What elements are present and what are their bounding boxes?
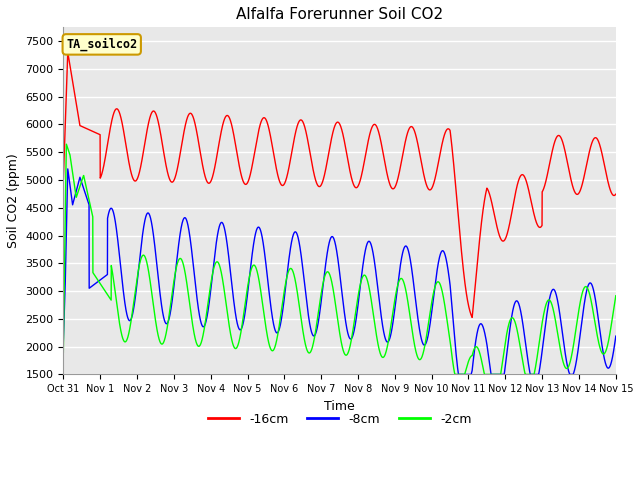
- -2cm: [322, 270, 330, 276]
- -8cm: [296, 245, 304, 251]
- -2cm: [60, 349, 67, 355]
- -16cm: [322, 165, 330, 171]
- -16cm: [64, 49, 72, 55]
- Line: -2cm: -2cm: [63, 144, 616, 374]
- Y-axis label: Soil CO2 (ppm): Soil CO2 (ppm): [7, 154, 20, 248]
- -8cm: [612, 333, 620, 339]
- -2cm: [612, 293, 620, 299]
- -8cm: [568, 372, 575, 377]
- -2cm: [595, 341, 603, 347]
- -16cm: [292, 130, 300, 135]
- -8cm: [461, 372, 468, 377]
- -16cm: [468, 314, 476, 320]
- Text: TA_soilco2: TA_soilco2: [66, 38, 138, 51]
- -8cm: [454, 372, 462, 377]
- -8cm: [60, 338, 67, 344]
- -8cm: [292, 229, 300, 235]
- -2cm: [461, 371, 468, 376]
- -2cm: [296, 308, 304, 314]
- -16cm: [461, 279, 468, 285]
- -8cm: [595, 322, 603, 327]
- -2cm: [451, 372, 459, 377]
- Line: -16cm: -16cm: [63, 52, 616, 317]
- -8cm: [64, 166, 72, 172]
- Legend: -16cm, -8cm, -2cm: -16cm, -8cm, -2cm: [203, 408, 476, 431]
- -2cm: [568, 353, 575, 359]
- X-axis label: Time: Time: [324, 400, 355, 413]
- Title: Alfalfa Forerunner Soil CO2: Alfalfa Forerunner Soil CO2: [236, 7, 443, 22]
- -2cm: [292, 279, 300, 285]
- -16cm: [595, 140, 603, 146]
- -16cm: [60, 177, 67, 183]
- Line: -8cm: -8cm: [63, 169, 616, 374]
- -16cm: [612, 192, 620, 197]
- -16cm: [568, 180, 575, 185]
- -2cm: [63, 141, 70, 147]
- -16cm: [296, 118, 304, 123]
- -8cm: [322, 259, 330, 264]
